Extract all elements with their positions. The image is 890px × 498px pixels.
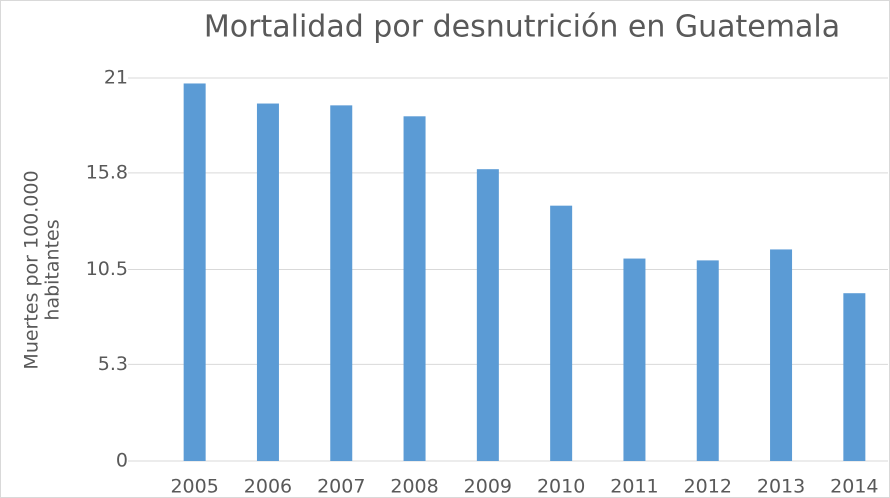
x-tick-label: 2012 (684, 476, 732, 498)
bar (623, 258, 646, 461)
x-tick-label: 2006 (244, 476, 292, 498)
bar (330, 105, 353, 461)
y-axis-label-line: habitantes (42, 219, 64, 320)
bar (256, 103, 279, 462)
bar (843, 293, 866, 461)
bar (476, 169, 499, 461)
y-tick-label: 0 (116, 450, 128, 472)
x-tick-label: 2009 (464, 476, 512, 498)
x-tick-label: 2008 (390, 476, 438, 498)
y-tick-label: 10.5 (86, 258, 128, 280)
x-tick-label: 2007 (317, 476, 365, 498)
bar (550, 205, 573, 461)
bar (770, 249, 793, 461)
bar (183, 83, 206, 461)
bar (403, 116, 426, 462)
x-tick-label: 2011 (610, 476, 658, 498)
y-axis-label-line: Muertes por 100.000 (21, 170, 43, 369)
y-axis-label: Muertes por 100.000 habitantes (21, 170, 64, 369)
y-tick-label: 15.8 (86, 161, 128, 183)
y-tick-label: 21 (104, 67, 128, 89)
y-tick-label: 5.3 (98, 353, 128, 375)
bar (696, 260, 719, 461)
x-tick-label: 2010 (537, 476, 585, 498)
x-tick-label: 2013 (757, 476, 805, 498)
x-tick-label: 2005 (170, 476, 218, 498)
x-tick-label: 2014 (830, 476, 878, 498)
chart-title: Mortalidad por desnutrición en Guatemala (204, 10, 840, 45)
